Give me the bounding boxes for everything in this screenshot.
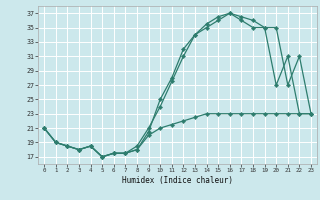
X-axis label: Humidex (Indice chaleur): Humidex (Indice chaleur) xyxy=(122,176,233,185)
